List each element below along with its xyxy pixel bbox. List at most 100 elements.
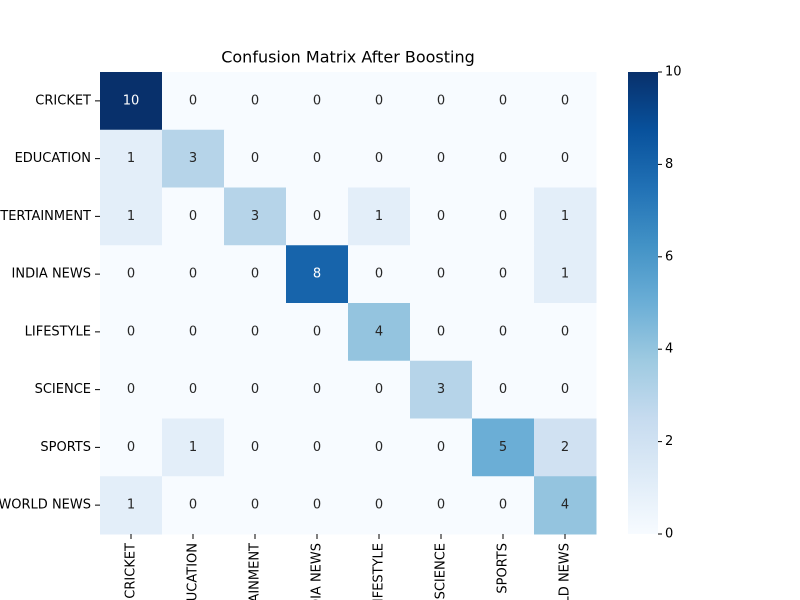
cell xyxy=(472,303,535,362)
cell-label: 3 xyxy=(189,151,197,166)
cell xyxy=(472,72,535,131)
cell xyxy=(534,360,597,419)
cell xyxy=(472,129,535,188)
cell xyxy=(348,245,411,304)
cell-label: 0 xyxy=(375,382,383,397)
cell xyxy=(286,72,349,131)
x-tick-label: LIFESTYLE xyxy=(372,543,387,600)
cell-label: 0 xyxy=(499,209,507,224)
cell-label: 0 xyxy=(375,93,383,108)
cell xyxy=(472,187,535,246)
cell xyxy=(410,418,473,477)
cell xyxy=(162,245,225,304)
cell-label: 0 xyxy=(375,151,383,166)
colorbar xyxy=(628,72,658,534)
cell xyxy=(100,418,163,477)
cell xyxy=(472,360,535,419)
cell xyxy=(348,476,411,535)
cell xyxy=(100,72,163,131)
y-tick-label: WORLD NEWS xyxy=(0,498,91,513)
chart-title: Confusion Matrix After Boosting xyxy=(221,48,475,67)
y-tick-label: LIFESTYLE xyxy=(25,324,91,339)
cell xyxy=(286,418,349,477)
colorbar-tick-label: 0 xyxy=(665,527,673,542)
cell-label: 0 xyxy=(189,93,197,108)
cell-label: 0 xyxy=(189,498,197,513)
cell xyxy=(410,187,473,246)
cell-label: 0 xyxy=(561,324,569,339)
cell-label: 0 xyxy=(127,324,135,339)
cell-label: 0 xyxy=(499,498,507,513)
cell xyxy=(286,360,349,419)
cell-label: 0 xyxy=(189,324,197,339)
cell-label: 0 xyxy=(127,267,135,282)
cell xyxy=(534,418,597,477)
y-tick-label: CRICKET xyxy=(35,93,91,108)
cell-label: 0 xyxy=(313,151,321,166)
cell-label: 1 xyxy=(561,209,569,224)
cell xyxy=(410,303,473,362)
cell xyxy=(410,360,473,419)
colorbar-tick-label: 8 xyxy=(665,157,673,172)
cell xyxy=(100,129,163,188)
cell xyxy=(224,476,287,535)
cell xyxy=(100,360,163,419)
cell xyxy=(286,129,349,188)
colorbar-tick-label: 6 xyxy=(665,249,673,264)
cell-label: 1 xyxy=(127,151,135,166)
cell-label: 0 xyxy=(313,382,321,397)
cell xyxy=(348,129,411,188)
cell-label: 2 xyxy=(561,440,569,455)
cell xyxy=(534,129,597,188)
cell-label: 4 xyxy=(561,498,569,513)
cell-label: 0 xyxy=(437,324,445,339)
cell xyxy=(224,245,287,304)
cell xyxy=(162,72,225,131)
cell xyxy=(162,187,225,246)
cell xyxy=(534,245,597,304)
cell xyxy=(534,187,597,246)
cell-label: 0 xyxy=(437,93,445,108)
x-tick-label: WORLD NEWS xyxy=(558,543,573,600)
cell-label: 0 xyxy=(189,382,197,397)
cell xyxy=(348,187,411,246)
cell-label: 0 xyxy=(251,498,259,513)
cell-label: 0 xyxy=(561,382,569,397)
cell-label: 0 xyxy=(313,209,321,224)
cell xyxy=(162,129,225,188)
cell-label: 0 xyxy=(561,151,569,166)
cell xyxy=(162,303,225,362)
cell xyxy=(224,303,287,362)
cell xyxy=(100,476,163,535)
cell-label: 1 xyxy=(375,209,383,224)
cell-label: 10 xyxy=(123,93,140,108)
cell-label: 0 xyxy=(313,440,321,455)
cell-label: 0 xyxy=(251,382,259,397)
cell xyxy=(162,360,225,419)
cell-label: 0 xyxy=(189,209,197,224)
cell-label: 0 xyxy=(127,440,135,455)
cell xyxy=(410,476,473,535)
cell-label: 5 xyxy=(499,440,507,455)
cell xyxy=(534,72,597,131)
x-tick-label: INDIA NEWS xyxy=(310,543,325,600)
cell-label: 0 xyxy=(313,324,321,339)
x-tick-label: CRICKET xyxy=(124,543,139,599)
y-tick-label: EDUCATION xyxy=(15,151,91,166)
cell-label: 0 xyxy=(189,267,197,282)
cell-label: 0 xyxy=(251,267,259,282)
y-tick-label: ENTERTAINMENT xyxy=(0,209,91,224)
colorbar-tick-label: 2 xyxy=(665,434,673,449)
cell xyxy=(224,129,287,188)
cell xyxy=(100,187,163,246)
cell xyxy=(472,418,535,477)
cell-label: 0 xyxy=(251,324,259,339)
cell-label: 0 xyxy=(499,93,507,108)
cell xyxy=(162,476,225,535)
cell-label: 1 xyxy=(189,440,197,455)
cell-label: 0 xyxy=(437,267,445,282)
cell xyxy=(286,187,349,246)
cell-label: 1 xyxy=(561,267,569,282)
cell-label: 0 xyxy=(437,151,445,166)
cell-label: 0 xyxy=(561,93,569,108)
